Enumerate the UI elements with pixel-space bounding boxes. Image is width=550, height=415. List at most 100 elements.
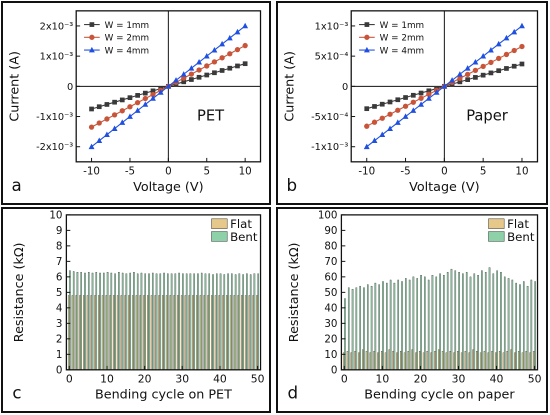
bar [154, 295, 157, 370]
bar [103, 272, 105, 370]
bar [498, 351, 501, 370]
bar [199, 295, 202, 370]
bar [521, 352, 524, 370]
x-axis-label: Voltage (V) [409, 180, 479, 195]
data-point [135, 93, 140, 98]
bar [241, 295, 243, 370]
bar [384, 352, 387, 370]
data-point [89, 106, 94, 112]
data-point [142, 95, 148, 102]
y-tick-label: 0 [56, 365, 63, 377]
data-point [219, 68, 225, 73]
data-point [364, 123, 370, 129]
bar [208, 273, 211, 370]
legend-swatch [488, 231, 505, 242]
data-point [418, 90, 424, 96]
bar [234, 274, 237, 370]
bar [67, 295, 70, 370]
data-point [188, 71, 195, 77]
bar [212, 274, 214, 370]
bar [231, 273, 233, 370]
bar [242, 274, 244, 370]
bar [178, 272, 180, 370]
bar [216, 273, 218, 370]
data-point [96, 120, 102, 126]
bar [350, 352, 353, 370]
bar [110, 272, 113, 370]
data-point [395, 107, 401, 113]
bar [392, 351, 394, 370]
data-point [410, 107, 417, 113]
panel-label: d [287, 383, 298, 402]
bar [431, 275, 434, 370]
y-tick-label: -1x10⁻³ [311, 142, 348, 153]
bar [192, 295, 194, 370]
bar [420, 275, 422, 370]
data-point [181, 79, 187, 85]
data-point [234, 46, 241, 53]
x-tick-label: -5 [125, 166, 135, 178]
bar [257, 273, 259, 370]
bar [389, 279, 392, 370]
bar [361, 349, 364, 370]
data-point [387, 125, 393, 131]
bar [207, 295, 209, 370]
x-tick-label: 20 [138, 373, 152, 386]
legend-label: W = 1mm [380, 21, 424, 31]
bar [135, 295, 138, 370]
data-point [395, 97, 401, 103]
data-point [203, 53, 210, 59]
x-tick-label: 30 [452, 373, 466, 386]
x-tick-label: 50 [251, 373, 265, 386]
bar [150, 295, 153, 370]
data-point [464, 65, 471, 71]
data-point [433, 89, 440, 95]
bar [438, 349, 440, 370]
bar [507, 278, 510, 370]
bar [415, 352, 417, 370]
bar [503, 276, 506, 370]
data-point [96, 104, 102, 110]
bar [155, 273, 158, 370]
bar [526, 285, 529, 370]
y-tick-label: 70 [324, 256, 337, 268]
bar [382, 281, 384, 370]
panel-annotation: PET [197, 107, 225, 124]
bar [86, 295, 89, 370]
bar [218, 295, 221, 370]
bar [351, 289, 354, 370]
data-point [134, 107, 141, 113]
bar [473, 273, 476, 370]
data-point [511, 63, 517, 69]
bar [458, 272, 460, 370]
data-point [227, 65, 233, 71]
y-tick-label: 7 [56, 256, 63, 268]
data-point [394, 119, 401, 125]
x-tick-label: -10 [83, 166, 100, 178]
data-point [425, 95, 432, 101]
bar [477, 275, 479, 370]
data-point [189, 77, 194, 82]
y-tick-label: 2 [56, 334, 63, 346]
y-tick-label: -2x10⁻³ [36, 142, 73, 153]
legend-label: W = 4mm [105, 46, 149, 56]
bar [159, 273, 162, 370]
data-point [441, 83, 448, 89]
data-point [119, 119, 126, 125]
bar [514, 352, 516, 370]
bar [427, 279, 430, 370]
chart-d-svg: 0 10 20 30 40 50 0 10 20 30 40 50 60 70 80 90 100 Bending… [287, 210, 541, 403]
data-point [150, 91, 156, 98]
bar [453, 352, 455, 370]
bar [87, 272, 90, 370]
y-tick-label: 60 [324, 272, 337, 284]
bar [511, 279, 514, 370]
bar [416, 278, 419, 370]
bar [72, 271, 75, 370]
y-tick-label: 90 [324, 225, 337, 237]
bar [252, 295, 254, 370]
data-point [112, 99, 117, 105]
bar [118, 272, 120, 370]
bar [525, 351, 528, 370]
